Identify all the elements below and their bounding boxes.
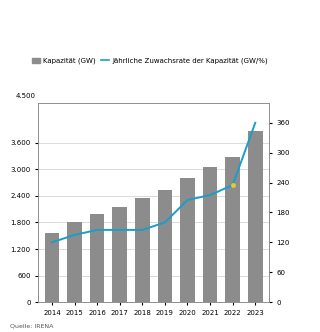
Bar: [112, 207, 127, 302]
Bar: [225, 157, 240, 302]
Bar: [90, 213, 104, 302]
Text: ERNEUERBARE ENERGIEN: KAPAZITÄT UND ZUWACHS AN KAPAZITÄT: ERNEUERBARE ENERGIEN: KAPAZITÄT UND ZUWA…: [0, 12, 320, 21]
Bar: [135, 198, 150, 302]
Text: 4.500: 4.500: [16, 93, 36, 99]
Text: WELTWEIT, 2014-2023: WELTWEIT, 2014-2023: [107, 34, 213, 43]
Text: Quelle: IRENA: Quelle: IRENA: [10, 324, 53, 329]
Bar: [67, 221, 82, 302]
Bar: [203, 167, 217, 302]
Legend: Kapazität (GW), Jährliche Zuwachsrate der Kapazität (GW/%): Kapazität (GW), Jährliche Zuwachsrate de…: [29, 55, 271, 67]
Bar: [44, 233, 59, 302]
Bar: [248, 131, 263, 302]
Bar: [157, 190, 172, 302]
Bar: [180, 178, 195, 302]
